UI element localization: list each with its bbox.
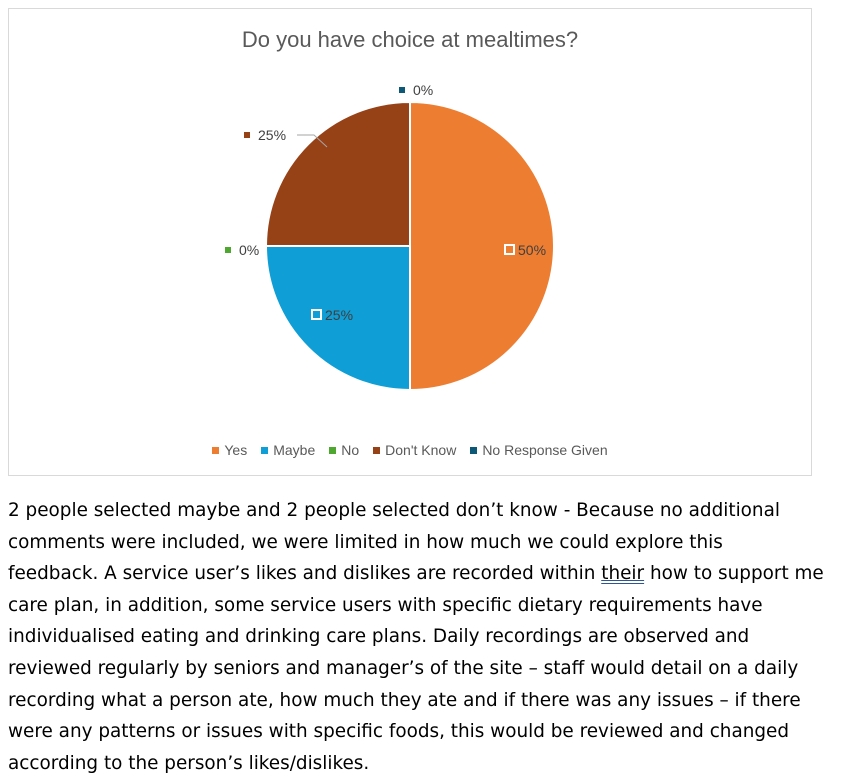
text-line: according to the person’s likes/dislikes… [8, 752, 370, 774]
text-fragment: feedback. A service user’s likes and dis… [8, 563, 602, 585]
svg-text:50%: 50% [518, 242, 546, 258]
text-line: 2 people selected maybe and 2 people sel… [8, 500, 780, 521]
legend-label: Maybe [273, 442, 316, 458]
legend-item-maybe: Maybe [261, 442, 315, 458]
pie-chart: 50% 25% 0% 25% 0% [225, 82, 555, 392]
chart-title: Do you have choice at mealtimes? [241, 27, 579, 52]
legend-swatch [373, 446, 381, 454]
legend-label: No [341, 442, 360, 458]
pie-slice-maybe [264, 245, 411, 392]
pie-slice-don-t-know [264, 100, 411, 247]
chart-area: Do you have choice at mealtimes? 50% 25% 0… [8, 8, 812, 476]
text-line: recording what a person ate, how much th… [8, 689, 801, 711]
legend-swatch [329, 446, 337, 454]
legend-swatch [470, 446, 478, 454]
data-label-yes: 50% [504, 242, 546, 258]
svg-text:0%: 0% [239, 242, 259, 258]
legend-label: Yes [224, 442, 248, 458]
chart-legend: Yes Maybe No Don't Know No Response Given [9, 442, 811, 458]
description-paragraph: 2 people selected maybe and 2 people sel… [8, 495, 850, 779]
text-line: were any patterns or issues with specifi… [8, 721, 790, 743]
svg-text:25%: 25% [258, 127, 286, 143]
legend-label: Don't Know [385, 442, 457, 458]
svg-text:25%: 25% [325, 307, 353, 323]
legend-swatch [261, 446, 269, 454]
svg-text:0%: 0% [413, 82, 433, 98]
data-label-maybe: 25% [311, 307, 353, 323]
legend-item-don-t-know: Don't Know [373, 442, 456, 458]
legend-item-no-response-given: No Response Given [470, 442, 608, 458]
legend-item-yes: Yes [212, 442, 247, 458]
text-line: comments were included, we were limited … [8, 531, 723, 553]
text-line: care plan, in addition, some service use… [8, 594, 763, 616]
pie-slice-yes [409, 100, 555, 392]
text-line: feedback. A service user’s likes and dis… [8, 558, 850, 590]
legend-label: No Response Given [482, 442, 608, 458]
spellcheck-underlined-word: their [601, 563, 645, 585]
data-label-no-response-given: 0% [399, 82, 433, 98]
legend-item-no: No [329, 442, 359, 458]
text-line: reviewed regularly by seniors and manage… [8, 657, 799, 679]
legend-swatch [212, 446, 220, 454]
data-label-don-t-know: 25% [244, 127, 328, 148]
data-label-no: 0% [225, 242, 259, 258]
text-line: individualised eating and drinking care … [8, 626, 750, 648]
text-fragment: how to support me [644, 563, 824, 585]
